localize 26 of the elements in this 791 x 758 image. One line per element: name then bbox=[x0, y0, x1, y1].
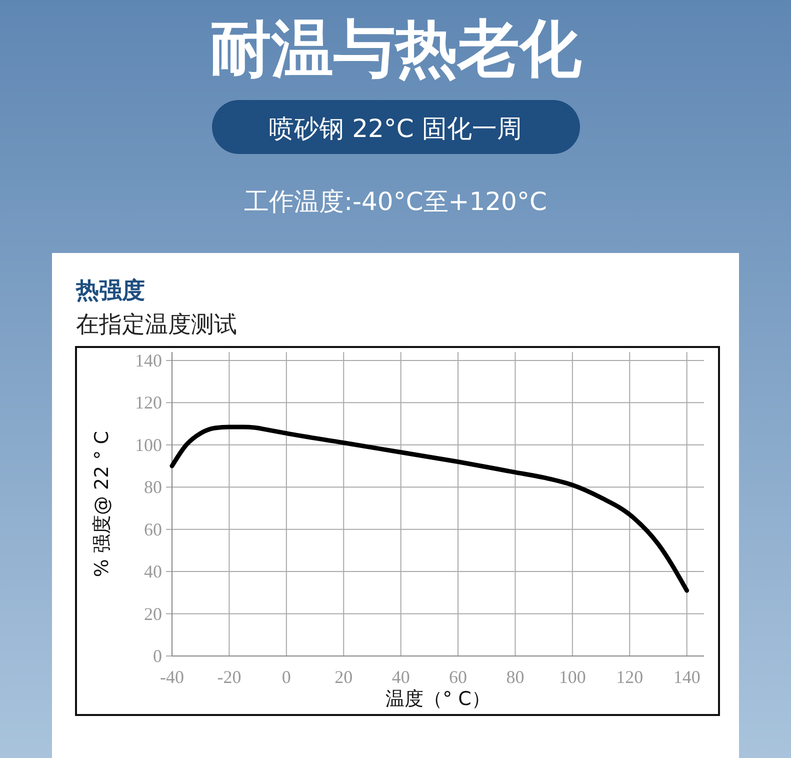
x-tick-label: 40 bbox=[392, 667, 410, 687]
y-tick-label: 40 bbox=[144, 562, 162, 582]
y-tick-label: 0 bbox=[153, 646, 162, 666]
y-tick-label: 100 bbox=[135, 434, 162, 455]
text: 工作温度:-40°C至+120°C bbox=[244, 187, 547, 216]
x-axis-title: 温度（° C） bbox=[386, 688, 490, 710]
y-tick-label: 20 bbox=[144, 604, 162, 624]
y-tick-label: 120 bbox=[135, 392, 162, 413]
x-tick-label: 100 bbox=[558, 667, 586, 687]
text: 在指定温度测试 bbox=[76, 312, 237, 338]
y-tick-label: 140 bbox=[135, 350, 162, 370]
y-tick-label: 80 bbox=[144, 477, 162, 498]
y-axis-title: % 强度@ 22 ° C bbox=[91, 430, 113, 578]
x-tick-label: -20 bbox=[217, 667, 242, 687]
x-tick-label: 120 bbox=[616, 667, 644, 687]
x-tick-label: -40 bbox=[160, 667, 184, 687]
x-tick-label: 80 bbox=[506, 667, 524, 687]
line-series bbox=[170, 424, 690, 593]
chart-subtitle: 喷砂钢 22°C 固化一周 bbox=[269, 114, 522, 143]
text: 热强度 bbox=[75, 277, 145, 304]
chart-title: 耐温与热老化 bbox=[210, 12, 582, 85]
x-tick-label: 60 bbox=[449, 667, 468, 687]
x-tick-label: 0 bbox=[282, 667, 291, 687]
y-tick-label: 60 bbox=[144, 519, 162, 540]
x-tick-label: 140 bbox=[673, 667, 700, 687]
x-tick-label: 20 bbox=[334, 667, 353, 687]
